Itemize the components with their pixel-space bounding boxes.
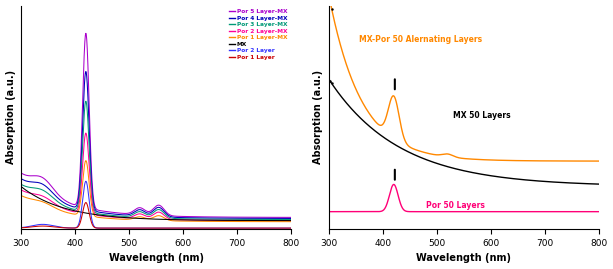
X-axis label: Wavelength (nm): Wavelength (nm) <box>109 253 204 263</box>
Text: MX 50 Layers: MX 50 Layers <box>453 111 511 120</box>
Text: MX-Por 50 Alernating Layers: MX-Por 50 Alernating Layers <box>359 36 482 44</box>
Y-axis label: Absorption (a.u.): Absorption (a.u.) <box>313 70 324 164</box>
Legend: Por 5 Layer-MX, Por 4 Layer-MX, Por 3 Layer-MX, Por 2 Layer-MX, Por 1 Layer-MX, : Por 5 Layer-MX, Por 4 Layer-MX, Por 3 La… <box>227 7 290 62</box>
Y-axis label: Absorption (a.u.): Absorption (a.u.) <box>6 70 15 164</box>
X-axis label: Wavelength (nm): Wavelength (nm) <box>416 253 511 263</box>
Text: Por 50 Layers: Por 50 Layers <box>426 201 485 210</box>
